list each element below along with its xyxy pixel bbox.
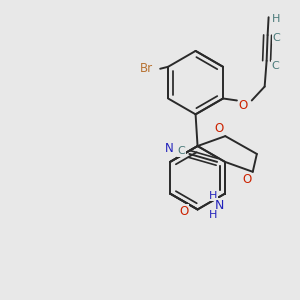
Text: Br: Br <box>140 62 153 75</box>
Text: H: H <box>209 190 217 201</box>
Text: C: C <box>273 33 280 43</box>
Text: N: N <box>165 142 174 154</box>
Text: O: O <box>179 205 188 218</box>
Text: H: H <box>209 210 217 220</box>
Text: O: O <box>238 99 248 112</box>
Text: O: O <box>242 173 251 186</box>
Text: C: C <box>272 61 279 71</box>
Text: C: C <box>178 146 185 156</box>
Text: O: O <box>215 122 224 135</box>
Text: H: H <box>272 14 281 24</box>
Text: N: N <box>214 199 224 212</box>
